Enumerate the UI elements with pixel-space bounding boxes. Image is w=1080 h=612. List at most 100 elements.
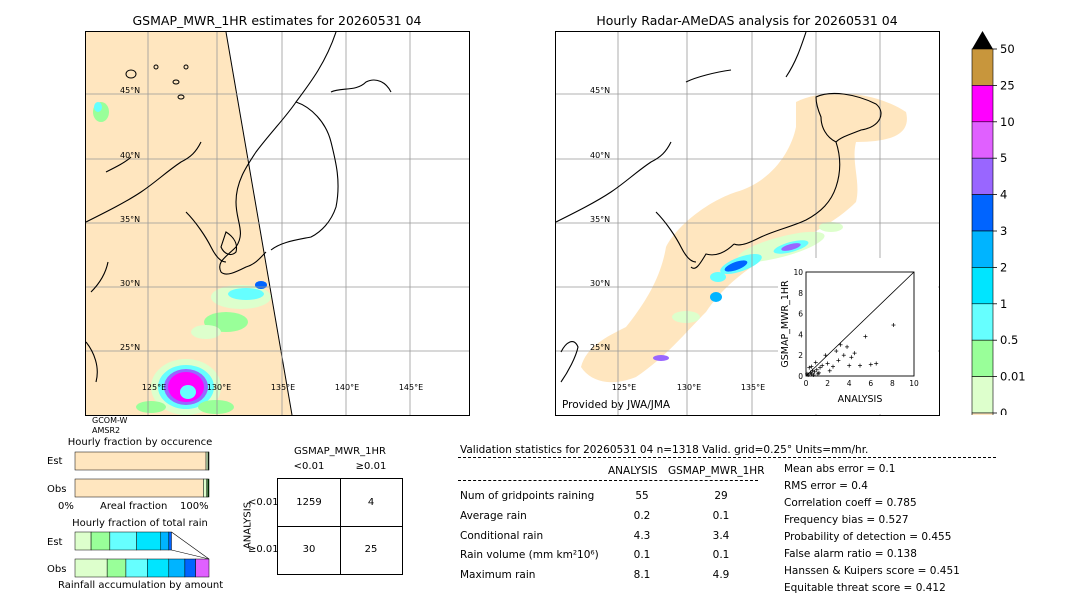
occurrence-axis-mid: Areal fraction xyxy=(100,501,168,512)
scatter-ytick: 2 xyxy=(798,351,803,360)
score-ets: Equitable threat score = 0.412 xyxy=(784,582,946,594)
right-lat-45: 45°N xyxy=(590,86,610,95)
score-pod: Probability of detection = 0.455 xyxy=(784,531,952,543)
scatter-point xyxy=(823,353,828,358)
right-lon-125: 125°E xyxy=(612,383,636,392)
right-lat-25: 25°N xyxy=(590,343,610,352)
scatter-point xyxy=(838,342,843,347)
validation-gsmap-value: 0.1 xyxy=(712,510,730,522)
scatter-point xyxy=(863,334,868,339)
right-coastline xyxy=(556,32,882,383)
score-corr: Correlation coeff = 0.785 xyxy=(784,497,917,509)
scatter-point xyxy=(812,369,817,374)
occurrence-chart xyxy=(74,451,210,498)
score-far: False alarm ratio = 0.138 xyxy=(784,548,917,560)
left-lon-labels: 125°E 130°E 135°E 140°E 145°E xyxy=(142,383,423,392)
contingency-table: 1259 4 30 25 xyxy=(277,478,403,575)
right-lat-labels: 45°N 40°N 35°N 30°N 25°N xyxy=(590,86,610,352)
total-rain-bar-segment xyxy=(168,531,172,551)
occurrence-axis-right: 100% xyxy=(180,501,209,512)
total-rain-connector xyxy=(171,531,210,560)
validation-analysis-value: 55 xyxy=(635,490,649,502)
total-rain-bar-segment xyxy=(147,558,170,578)
colorbar-label: 3 xyxy=(1000,224,1007,238)
colorbar-label: 0.01 xyxy=(1000,370,1026,384)
total-rain-bar-segment xyxy=(74,531,92,551)
scatter-point xyxy=(849,355,854,360)
left-map: 45°N 40°N 35°N 30°N 25°N 125°E 130°E 135… xyxy=(85,31,470,416)
total-rain-bar-segment xyxy=(160,531,170,551)
validation-row-label: Maximum rain xyxy=(460,569,536,581)
scatter-point xyxy=(820,363,825,368)
contingency-cell-hit-none: 1259 xyxy=(296,497,322,508)
right-lon-135: 135°E xyxy=(741,383,765,392)
validation-analysis-value: 4.3 xyxy=(633,530,651,542)
satellite-label-1: GCOM-W xyxy=(92,416,128,425)
contingency-cell-hit: 25 xyxy=(364,544,378,555)
scatter-point xyxy=(811,372,816,377)
left-lat-45: 45°N xyxy=(120,86,140,95)
total-rain-footer: Rainfall accumulation by amount xyxy=(58,580,224,591)
left-islands xyxy=(125,64,189,100)
scatter-point xyxy=(836,358,841,363)
left-map-title: GSMAP_MWR_1HR estimates for 20260531 04 xyxy=(132,13,422,28)
left-lat-40: 40°N xyxy=(120,151,140,160)
scatter-diagonal xyxy=(805,271,915,377)
satellite-label-2: AMSR2 xyxy=(92,426,121,435)
occurrence-obs-label: Obs xyxy=(47,484,67,495)
colorbar-cell xyxy=(971,339,994,377)
scatter-ytick: 4 xyxy=(798,330,803,339)
colorbar-label: 50 xyxy=(1000,42,1015,56)
right-lat-40: 40°N xyxy=(590,151,610,160)
right-map-title: Hourly Radar-AMeDAS analysis for 2026053… xyxy=(596,13,898,28)
contingency-row-ge: ≥0.01 xyxy=(248,544,279,555)
colorbar-arrow xyxy=(972,31,993,49)
validation-header: Validation statistics for 20260531 04 n=… xyxy=(460,444,869,456)
scatter-xtick: 10 xyxy=(909,379,919,388)
left-swath xyxy=(86,32,292,415)
left-lat-labels: 45°N 40°N 35°N 30°N 25°N xyxy=(120,86,140,352)
validation-row-label: Average rain xyxy=(460,510,527,522)
scatter-ytick: 8 xyxy=(798,289,803,298)
colorbar-label: 0 xyxy=(1000,406,1007,415)
right-rain-patches xyxy=(653,222,843,361)
validation-gsmap-value: 4.9 xyxy=(712,569,730,581)
right-lat-35: 35°N xyxy=(590,215,610,224)
scatter-point xyxy=(814,367,819,372)
scatter-xtick: 4 xyxy=(847,379,852,388)
left-map-canvas: 45°N 40°N 35°N 30°N 25°N 125°E 130°E 135… xyxy=(86,32,469,415)
colorbar-cell xyxy=(971,194,994,232)
total-rain-bar-segment xyxy=(125,558,148,578)
colorbar: 50 25 10 5 4 3 2 1 0.5 0.01 0 xyxy=(970,30,1030,450)
occurrence-title: Hourly fraction by occurence xyxy=(67,437,213,448)
contingency-title: GSMAP_MWR_1HR xyxy=(294,446,386,457)
score-hk: Hanssen & Kuipers score = 0.451 xyxy=(784,565,960,577)
scatter-point xyxy=(809,371,814,376)
validation-row-label: Num of gridpoints raining xyxy=(460,490,595,502)
colorbar-cell xyxy=(971,85,994,123)
occurrence-bar-segment xyxy=(74,478,204,498)
colorbar-cell xyxy=(971,412,994,450)
left-lat-35: 35°N xyxy=(120,215,140,224)
validation-analysis-value: 0.2 xyxy=(633,510,651,522)
occurrence-bar-segment xyxy=(207,478,210,498)
validation-row-label: Rain volume (mm km²10⁶) xyxy=(460,549,599,561)
scatter-point xyxy=(805,371,810,376)
right-lat-30: 30°N xyxy=(590,279,610,288)
colorbar-label: 25 xyxy=(1000,78,1015,92)
scatter-point xyxy=(852,351,857,356)
total-rain-bar-segment xyxy=(168,558,186,578)
scatter-point xyxy=(858,363,862,368)
validation-header-rule xyxy=(458,457,996,458)
left-rain-patches xyxy=(93,102,271,415)
score-rmse: RMS error = 0.4 xyxy=(784,480,868,492)
left-lon-140: 140°E xyxy=(335,383,359,392)
scatter-plot: 0 2 4 6 8 10 0 2 4 6 8 10 ANALYSIS GSMAP_MWR_1HR xyxy=(780,268,919,405)
scatter-point xyxy=(868,362,873,367)
colorbar-canvas: 50 25 10 5 4 3 2 1 0.5 0.01 0 xyxy=(971,31,1026,450)
right-map-canvas: 45°N 40°N 35°N 30°N 25°N 125°E 130°E 135… xyxy=(556,32,939,415)
scatter-ytick: 6 xyxy=(798,310,803,319)
right-lon-130: 130°E xyxy=(677,383,701,392)
contingency-row-lt: <0.01 xyxy=(248,497,279,508)
left-lon-125: 125°E xyxy=(142,383,166,392)
